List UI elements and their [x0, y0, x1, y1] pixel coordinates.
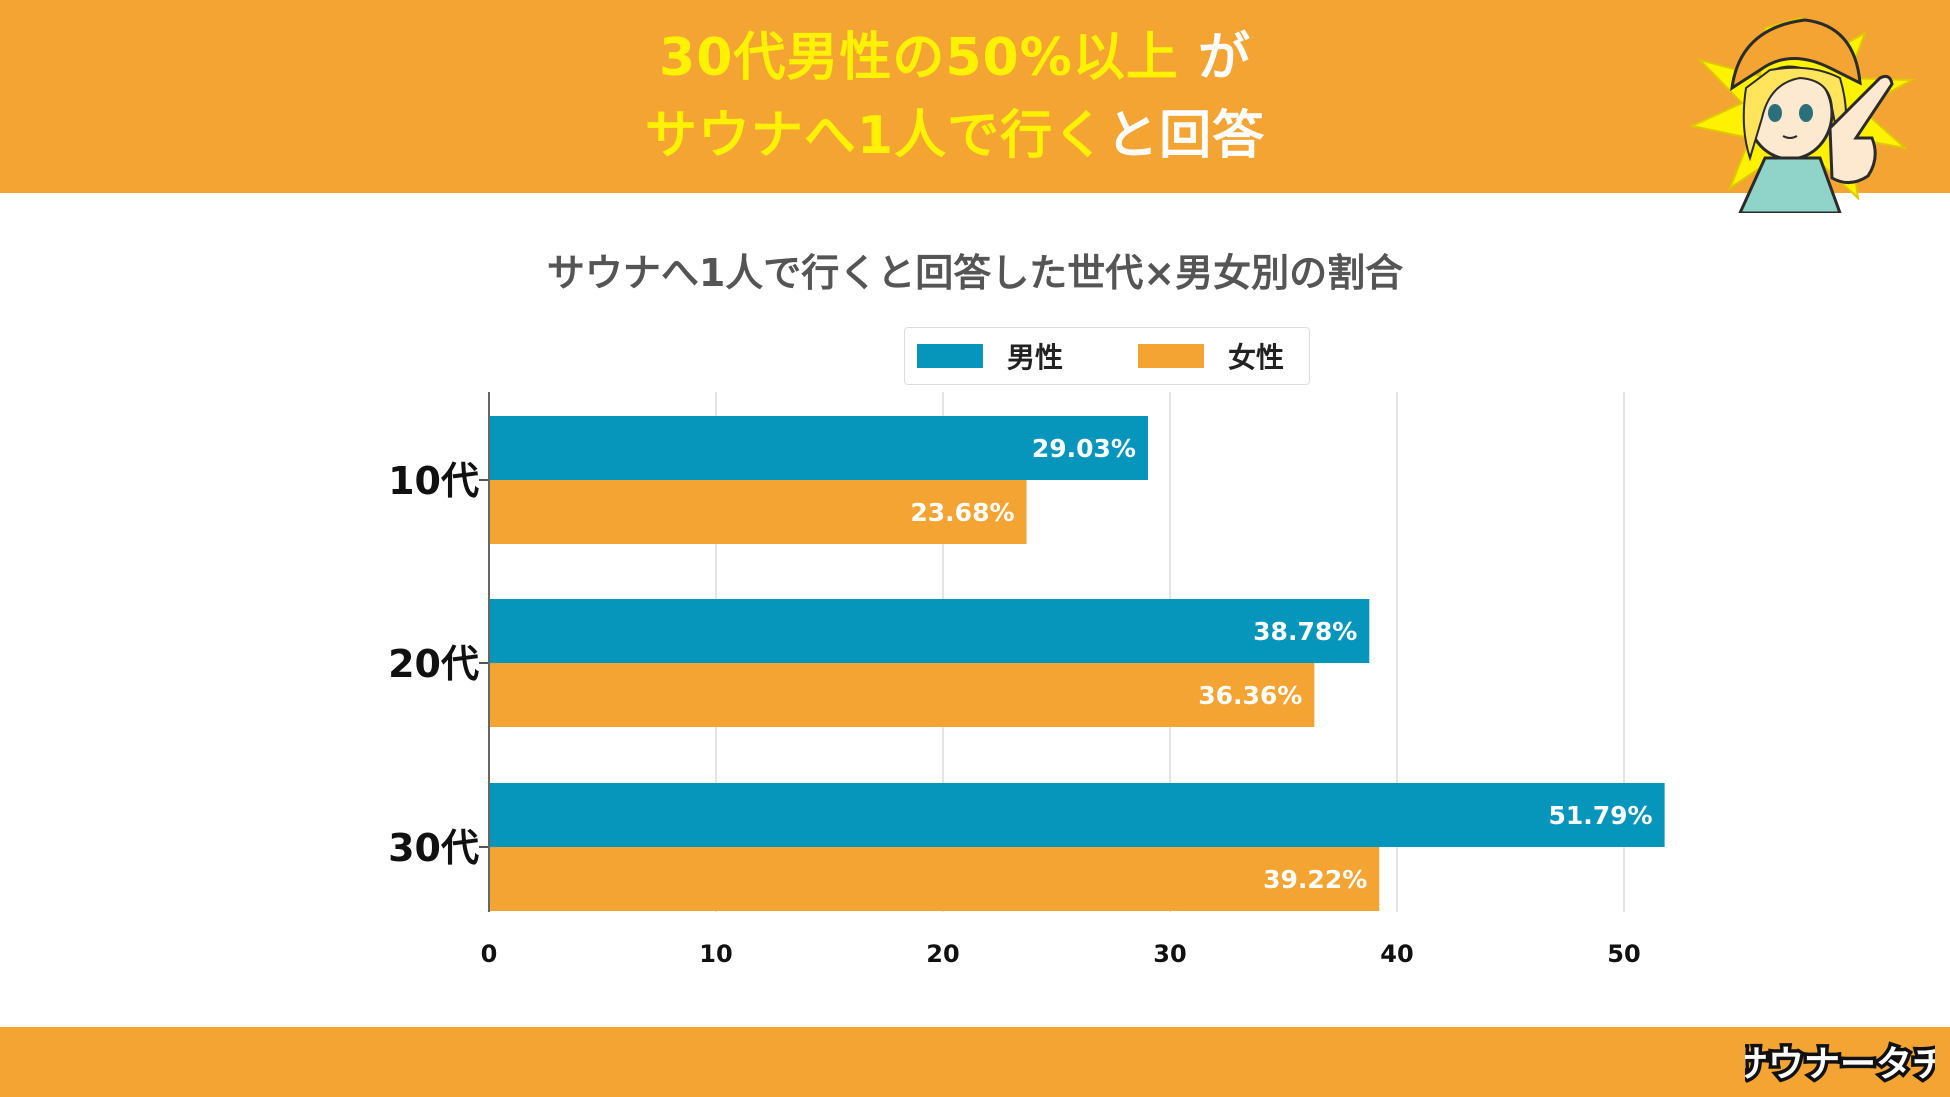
bar-male: [489, 599, 1370, 663]
legend-swatch-male: [917, 344, 983, 368]
data-label: 29.03%: [1032, 434, 1136, 463]
x-tick-label: 0: [481, 940, 498, 968]
chart-title: サウナへ1人で行くと回答した世代×男女別の割合: [546, 251, 1404, 295]
headline-line-1: 30代男性の50%以上 が: [659, 19, 1251, 97]
x-tick-label: 50: [1607, 940, 1640, 968]
bar-male: [489, 416, 1148, 480]
x-tick-label: 10: [699, 940, 732, 968]
headline-highlight-1: 30代男性の50%以上: [659, 27, 1179, 88]
legend-swatch-female: [1138, 344, 1204, 368]
headline: 30代男性の50%以上 が サウナへ1人で行くと回答: [0, 0, 1910, 193]
legend-item-female: 女性: [1138, 328, 1284, 384]
svg-text:サウナータチ: サウナータチ: [1745, 1044, 1935, 1085]
headline-plain-2: と回答: [1106, 105, 1266, 166]
legend-label-male: 男性: [1007, 341, 1064, 374]
bar-female: [489, 663, 1315, 727]
data-label: 39.22%: [1263, 865, 1367, 894]
category-label: 30代: [388, 826, 479, 870]
bar-female: [489, 480, 1027, 544]
headline-highlight-2: サウナへ1人で行く: [644, 105, 1107, 166]
data-label: 23.68%: [910, 498, 1014, 527]
legend-item-male: 男性: [917, 328, 1063, 384]
legend-label-female: 女性: [1228, 341, 1285, 374]
bar-male: [489, 783, 1665, 847]
brand-logo: サウナータチ: [1745, 1041, 1935, 1089]
bar-female: [489, 847, 1380, 911]
chart-legend: 男性 女性: [904, 327, 1310, 385]
x-tick-label: 20: [926, 940, 959, 968]
header-band: [0, 0, 1950, 193]
data-label: 51.79%: [1548, 801, 1652, 830]
headline-line-2: サウナへ1人で行くと回答: [645, 97, 1265, 175]
headline-plain-1: が: [1178, 27, 1251, 88]
mascot-illustration: [1688, 16, 1916, 213]
data-label: 36.36%: [1198, 681, 1302, 710]
x-tick-label: 40: [1380, 940, 1413, 968]
category-label: 20代: [388, 642, 479, 686]
category-label: 10代: [388, 459, 479, 503]
footer-band: [0, 1027, 1950, 1097]
x-tick-label: 30: [1153, 940, 1186, 968]
data-label: 38.78%: [1253, 617, 1357, 646]
